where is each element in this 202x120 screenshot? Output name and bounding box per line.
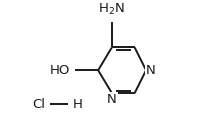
Text: H$_2$N: H$_2$N: [98, 2, 125, 17]
Text: H: H: [73, 98, 83, 111]
Text: HO: HO: [49, 64, 70, 77]
Text: Cl: Cl: [33, 98, 46, 111]
Text: N: N: [107, 93, 117, 106]
Text: N: N: [146, 64, 156, 77]
